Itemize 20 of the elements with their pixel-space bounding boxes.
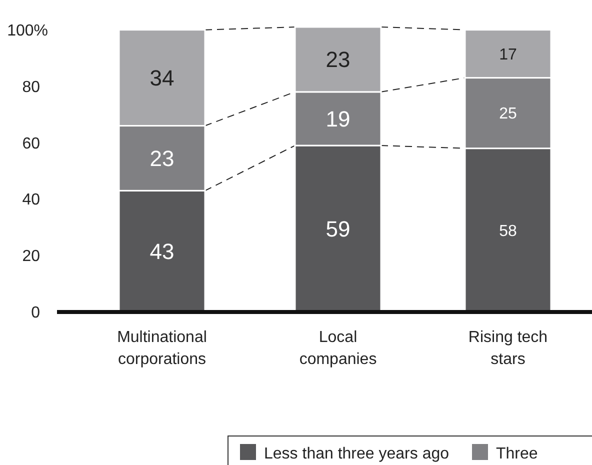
data-label: 59	[326, 216, 350, 242]
y-tick-label: 20	[22, 248, 40, 266]
x-tick-label: Local companies	[299, 329, 377, 368]
legend-label: Three	[496, 446, 538, 463]
x-tick-label: Rising tech stars	[468, 329, 548, 368]
data-label: 34	[150, 65, 174, 90]
legend-label: Less than three years ago	[264, 446, 450, 463]
data-label: 17	[499, 46, 517, 64]
data-label: 25	[499, 106, 517, 123]
data-label: 43	[150, 239, 174, 264]
data-label: 23	[150, 146, 174, 171]
y-tick-label: 0	[31, 304, 40, 322]
y-tick-label: 40	[22, 192, 40, 209]
data-label: 19	[326, 106, 350, 132]
data-label: 23	[326, 47, 350, 72]
y-tick-label: 100%	[7, 22, 48, 40]
x-tick-label: Multinational corporations	[117, 329, 207, 368]
data-label: 58	[499, 222, 517, 240]
y-tick-label: 60	[22, 135, 40, 152]
y-tick-label: 80	[22, 78, 40, 96]
